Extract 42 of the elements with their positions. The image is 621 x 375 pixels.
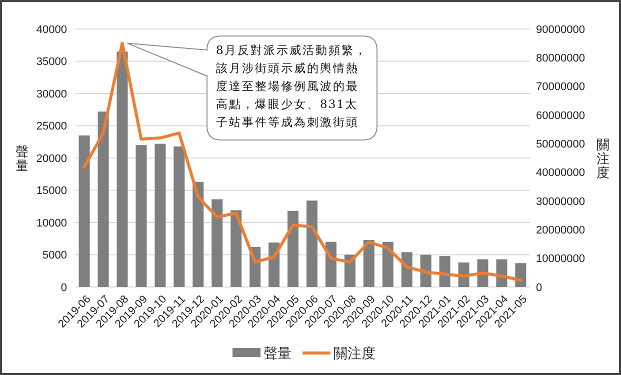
bar <box>78 135 90 287</box>
bar <box>174 146 185 287</box>
y2-tick-label: 10000000 <box>536 253 585 266</box>
y2-tick-label: 90000000 <box>536 24 585 36</box>
y-tick-label: 0 <box>60 282 67 294</box>
bar <box>116 52 128 287</box>
y2-tick-label: 0 <box>536 282 542 294</box>
y-tick-label: 35000 <box>36 56 67 68</box>
y2-tick-label: 30000000 <box>536 196 585 208</box>
y-tick-label: 30000 <box>36 88 67 100</box>
y2-tick-label: 20000000 <box>536 224 585 237</box>
y2-tick-label: 40000000 <box>536 167 585 180</box>
bar <box>382 242 394 287</box>
y-tick-label: 5000 <box>42 250 67 262</box>
y2-axis-title: 關注度 <box>596 137 610 180</box>
bar <box>192 182 204 287</box>
bar <box>288 210 299 287</box>
y2-tick-label: 70000000 <box>536 81 585 94</box>
bar <box>154 144 166 287</box>
bar <box>268 242 280 287</box>
bar <box>363 240 374 287</box>
legend-label: 聲量 <box>264 345 292 361</box>
bar <box>515 263 526 287</box>
bar <box>98 112 109 287</box>
bar <box>439 256 450 287</box>
y-tick-label: 10000 <box>36 217 67 230</box>
y2-tick-label: 50000000 <box>536 138 585 151</box>
y-tick-label: 25000 <box>36 120 67 133</box>
bar <box>420 254 432 287</box>
legend-label: 關注度 <box>334 345 376 361</box>
y2-tick-label: 60000000 <box>536 110 585 122</box>
y-tick-label: 15000 <box>36 185 67 198</box>
bar <box>212 199 223 287</box>
y-axis-title: 聲量 <box>16 144 28 173</box>
y-tick-label: 20000 <box>36 152 67 165</box>
annotation: 8月反對派示威活動頻繁，該月涉街頭示威的輿情熱度達至整場修例風波的最高點，爆眼少女、831太子站事件等成為刺激街頭 <box>216 43 368 129</box>
bar <box>230 210 242 287</box>
line-series <box>82 42 522 282</box>
y-tick-label: 40000 <box>36 24 67 36</box>
bar <box>306 200 318 287</box>
bar <box>136 145 147 287</box>
y2-tick-label: 80000000 <box>536 52 585 65</box>
